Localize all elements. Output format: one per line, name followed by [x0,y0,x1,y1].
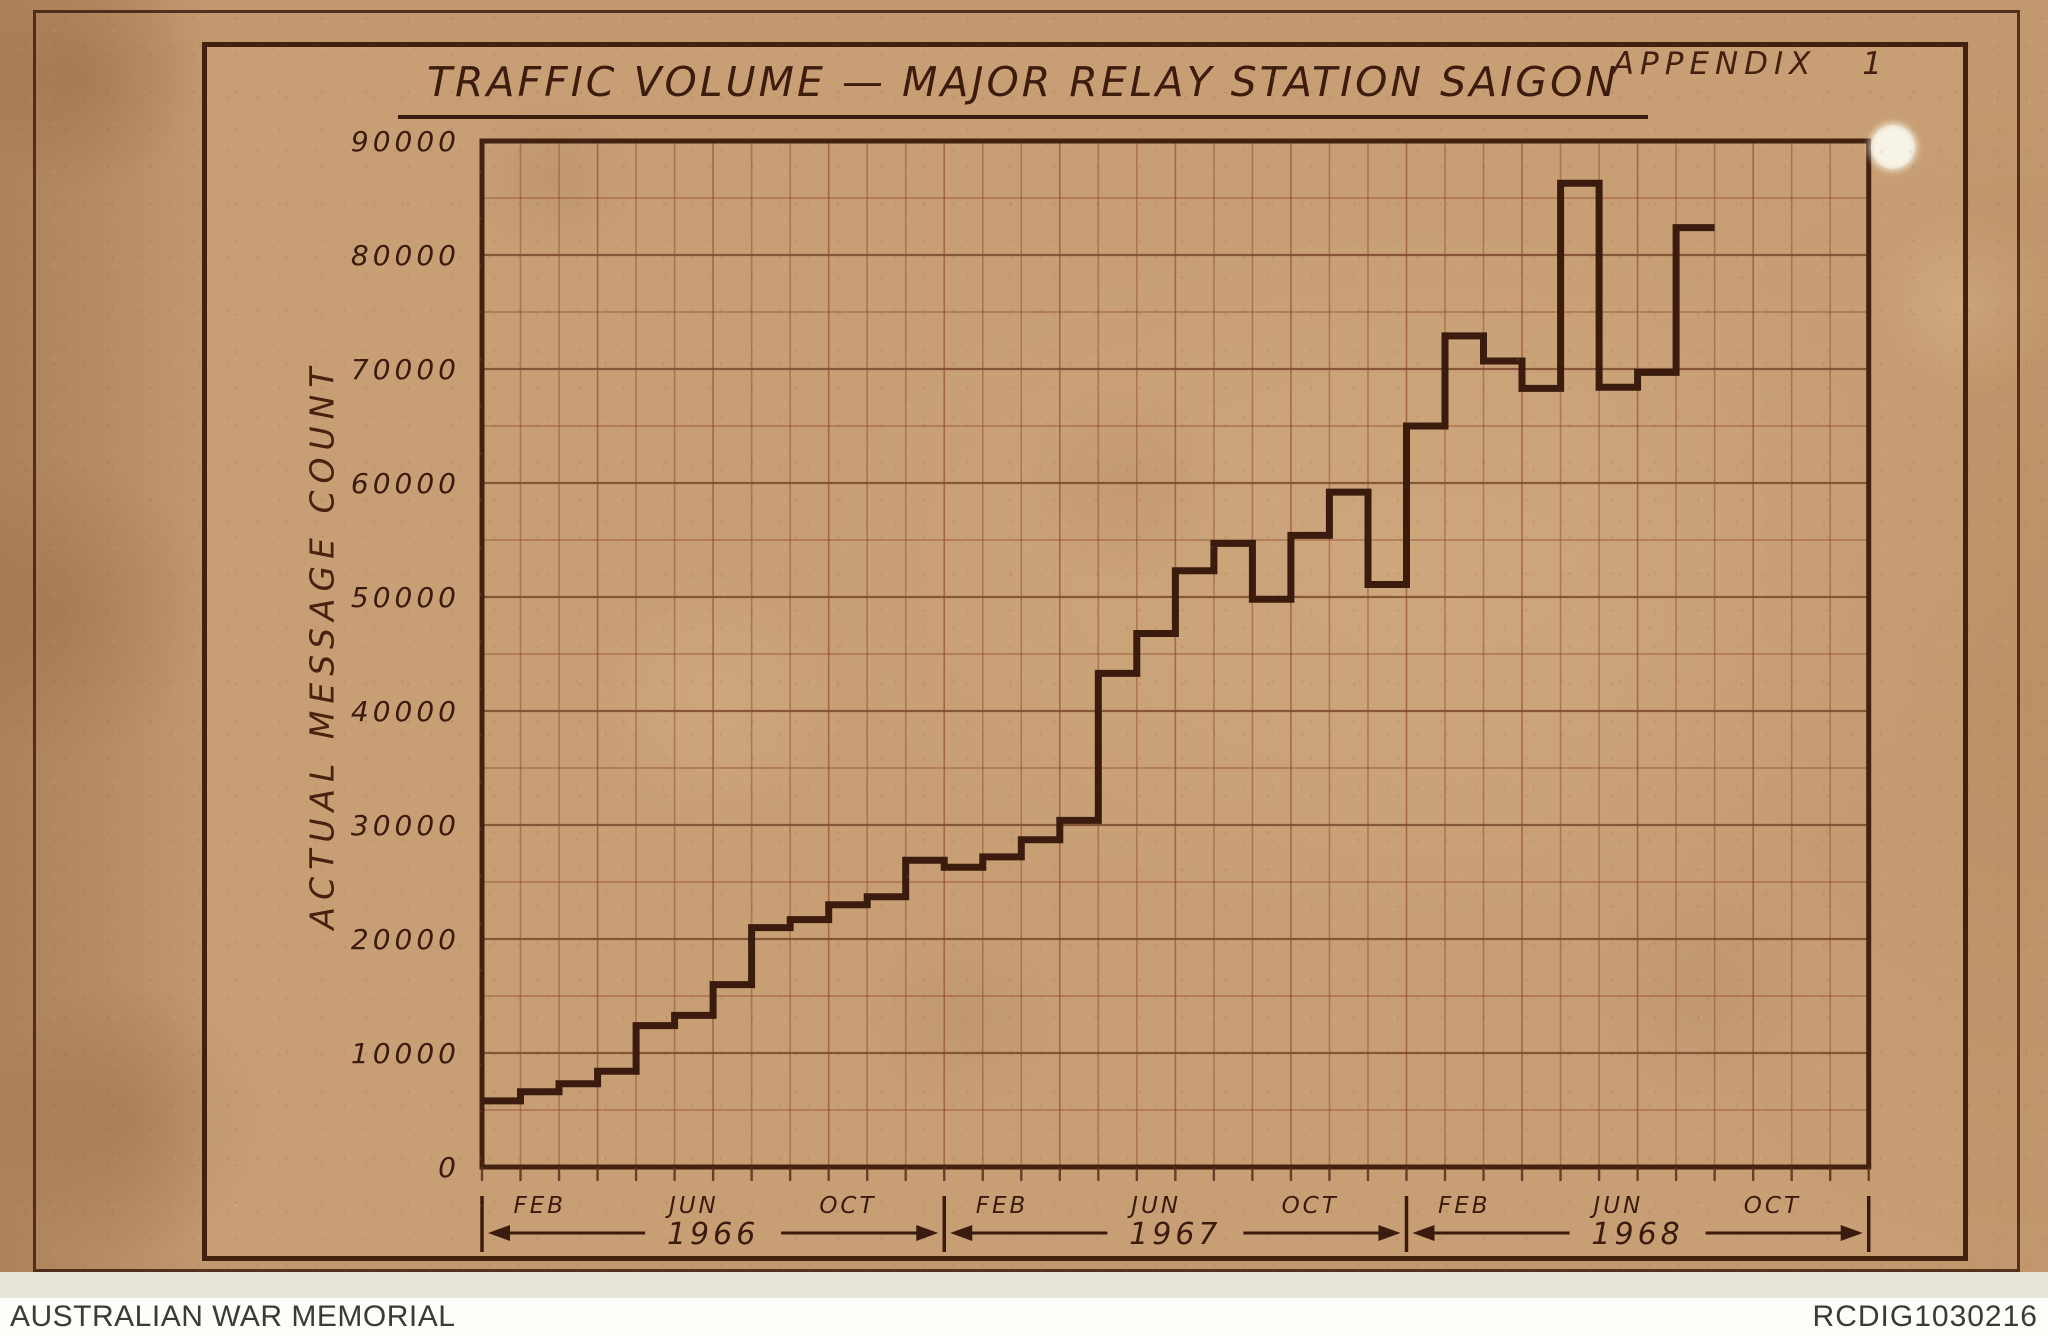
svg-text:60000: 60000 [351,467,460,500]
svg-text:50000: 50000 [351,581,460,614]
svg-text:80000: 80000 [351,239,460,272]
svg-text:1967: 1967 [1129,1217,1221,1252]
footer-band [0,1272,2048,1298]
y-tick-labels: 0 10000 20000 30000 40000 50000 60000 70000 8000… [351,125,460,1184]
appendix-label: APPENDIX 1 [1612,46,1888,82]
svg-text:FEB: FEB [1438,1193,1491,1219]
year-brackets: 1966 1967 1968 [480,1196,1871,1252]
svg-text:90000: 90000 [351,125,460,158]
svg-text:20000: 20000 [351,923,460,956]
svg-text:JUN: JUN [665,1193,719,1219]
svg-text:40000: 40000 [351,695,460,728]
svg-text:FEB: FEB [514,1193,567,1219]
svg-text:30000: 30000 [351,809,460,842]
step-line-series [482,179,1715,1105]
x-axis-ticks [480,1167,1870,1181]
svg-text:OCT: OCT [819,1193,876,1219]
svg-text:1966: 1966 [667,1217,759,1252]
page-title: TRAFFIC VOLUME — MAJOR RELAY STATION SAI… [398,58,1648,119]
month-labels: FEB JUN OCT FEB JUN OCT FEB JUN OCT [514,1193,1801,1219]
svg-text:JUN: JUN [1589,1193,1643,1219]
traffic-volume-step-chart: 0 10000 20000 30000 40000 50000 60000 70000 8000… [351,125,1872,1252]
svg-text:70000: 70000 [351,353,460,386]
svg-text:1968: 1968 [1591,1217,1683,1252]
svg-text:OCT: OCT [1282,1193,1339,1219]
footer-bar: AUSTRALIAN WAR MEMORIAL RCDIG1030216 [0,1298,2048,1336]
svg-text:OCT: OCT [1744,1193,1801,1219]
paper-background: APPENDIX 1 TRAFFIC VOLUME — MAJOR RELAY … [0,0,2048,1272]
footer-institution: AUSTRALIAN WAR MEMORIAL [10,1300,456,1333]
svg-text:10000: 10000 [351,1037,460,1070]
hole-punch [1871,125,1915,169]
svg-text:0: 0 [438,1151,460,1184]
footer-reference-id: RCDIG1030216 [1812,1300,2038,1333]
y-axis-label: ACTUAL MESSAGE COUNT [302,360,342,930]
svg-text:JUN: JUN [1127,1193,1181,1219]
svg-text:FEB: FEB [976,1193,1029,1219]
